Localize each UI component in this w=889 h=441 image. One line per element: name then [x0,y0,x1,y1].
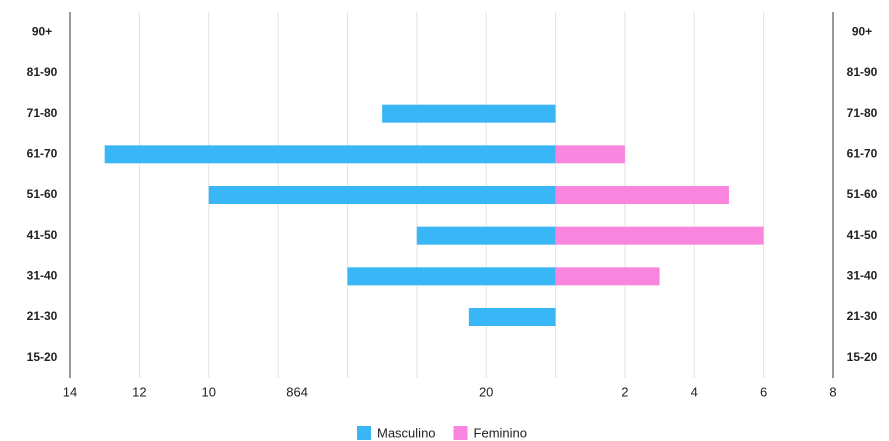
category-label: 41-50 [847,228,878,242]
x-tick-label: 864 [286,384,308,399]
x-tick-label: 14 [63,384,77,399]
legend-swatch[interactable] [357,426,371,440]
bar [468,308,556,326]
x-tick-label: 10 [201,384,215,399]
category-label: 15-20 [27,350,58,364]
category-label: 90+ [32,25,52,39]
category-label: 31-40 [27,269,58,283]
category-label: 71-80 [27,106,58,120]
category-label: 51-60 [847,187,878,201]
x-tick-label: 12 [132,384,146,399]
category-label: 51-60 [27,187,58,201]
category-label: 21-30 [847,309,878,323]
x-tick-label: 8 [829,384,836,399]
legend-label[interactable]: Feminino [474,425,527,440]
x-tick-label: 6 [760,384,767,399]
bar [347,267,556,286]
category-label: 61-70 [27,147,58,161]
x-tick-label: 2 [621,384,628,399]
legend-label[interactable]: Masculino [377,425,436,440]
bar [555,145,625,164]
x-tick-label: 4 [691,384,698,399]
legend-swatch[interactable] [453,426,468,440]
bar [104,145,556,164]
bar [555,186,729,204]
category-label: 21-30 [27,309,58,323]
category-label: 71-80 [847,106,878,120]
category-label: 81-90 [847,65,878,79]
category-label: 15-20 [847,350,878,364]
bar [555,267,660,286]
category-label: 31-40 [847,269,878,283]
category-label: 61-70 [847,147,878,161]
bar [382,104,556,123]
category-label: 81-90 [27,65,58,79]
category-label: 41-50 [27,228,58,242]
bar [208,186,556,204]
x-tick-label: 20 [479,384,493,399]
bar [555,226,764,245]
bar [416,226,556,245]
category-label: 90+ [852,25,872,39]
